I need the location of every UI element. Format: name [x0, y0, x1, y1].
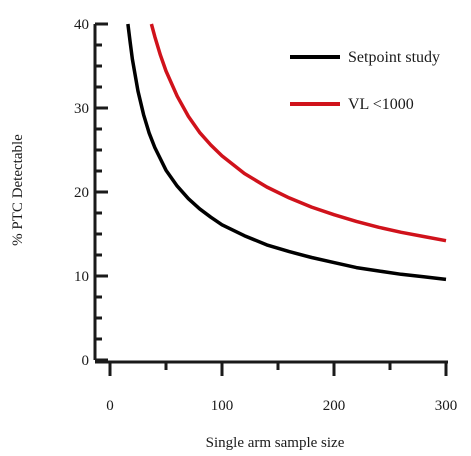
- legend-label-1: Setpoint study: [348, 49, 440, 66]
- y-tick-label: 10: [74, 269, 89, 285]
- y-axis: 0 10 20 30 40: [74, 17, 108, 369]
- y-axis-label: % PTC Detectable: [10, 134, 26, 246]
- x-axis: 0 100 200 300: [95, 360, 458, 414]
- y-tick-label: 40: [74, 17, 89, 33]
- x-tick-label: 200: [323, 398, 346, 414]
- x-axis-label: Single arm sample size: [206, 435, 345, 451]
- y-tick-label: 30: [74, 101, 89, 117]
- y-tick-label: 20: [74, 185, 89, 201]
- series-group: [126, 23, 447, 282]
- series-line-2: [149, 23, 447, 243]
- legend: Setpoint study VL <1000: [290, 49, 440, 113]
- x-tick-label: 0: [106, 398, 114, 414]
- legend-label-2: VL <1000: [348, 96, 414, 113]
- x-tick-label: 300: [435, 398, 458, 414]
- x-tick-label: 100: [211, 398, 234, 414]
- series-line-1: [126, 23, 447, 282]
- y-tick-label: 0: [82, 353, 90, 369]
